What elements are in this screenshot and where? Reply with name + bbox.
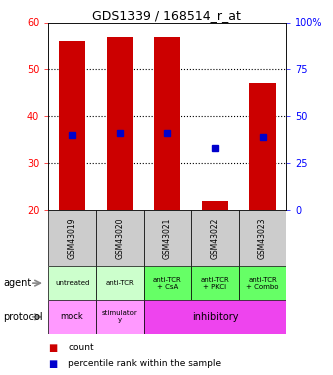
Text: untreated: untreated <box>55 280 89 286</box>
Text: GDS1339 / 168514_r_at: GDS1339 / 168514_r_at <box>92 9 241 22</box>
Bar <box>96 210 144 266</box>
Text: GSM43023: GSM43023 <box>258 217 267 259</box>
Bar <box>144 210 191 266</box>
Text: ■: ■ <box>48 359 58 369</box>
Text: anti-TCR
+ Combo: anti-TCR + Combo <box>246 277 279 290</box>
Text: GSM43021: GSM43021 <box>163 217 172 259</box>
Text: anti-TCR
+ PKCi: anti-TCR + PKCi <box>200 277 229 290</box>
Bar <box>202 201 228 210</box>
Text: ■: ■ <box>48 343 58 353</box>
Bar <box>48 210 96 266</box>
Text: agent: agent <box>3 278 32 288</box>
Bar <box>48 300 96 334</box>
Bar <box>239 266 286 300</box>
Bar <box>249 84 276 210</box>
Text: count: count <box>68 344 94 352</box>
Bar <box>154 37 180 210</box>
Text: percentile rank within the sample: percentile rank within the sample <box>68 359 221 368</box>
Text: inhibitory: inhibitory <box>192 312 238 322</box>
Bar <box>191 266 239 300</box>
Text: stimulator
y: stimulator y <box>102 310 138 323</box>
Bar <box>59 41 85 210</box>
Text: anti-TCR: anti-TCR <box>105 280 134 286</box>
Bar <box>96 266 144 300</box>
Text: anti-TCR
+ CsA: anti-TCR + CsA <box>153 277 182 290</box>
Bar <box>107 37 133 210</box>
Bar <box>96 300 144 334</box>
Text: GSM43020: GSM43020 <box>115 217 124 259</box>
Bar <box>144 300 286 334</box>
Bar <box>144 266 191 300</box>
Text: GSM43022: GSM43022 <box>210 217 219 259</box>
Text: protocol: protocol <box>3 312 43 322</box>
Bar <box>191 210 239 266</box>
Text: mock: mock <box>61 312 84 321</box>
Text: GSM43019: GSM43019 <box>68 217 77 259</box>
Bar <box>239 210 286 266</box>
Bar <box>48 266 96 300</box>
